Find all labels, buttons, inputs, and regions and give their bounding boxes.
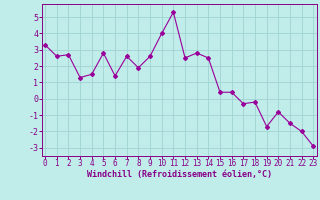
X-axis label: Windchill (Refroidissement éolien,°C): Windchill (Refroidissement éolien,°C)	[87, 170, 272, 179]
